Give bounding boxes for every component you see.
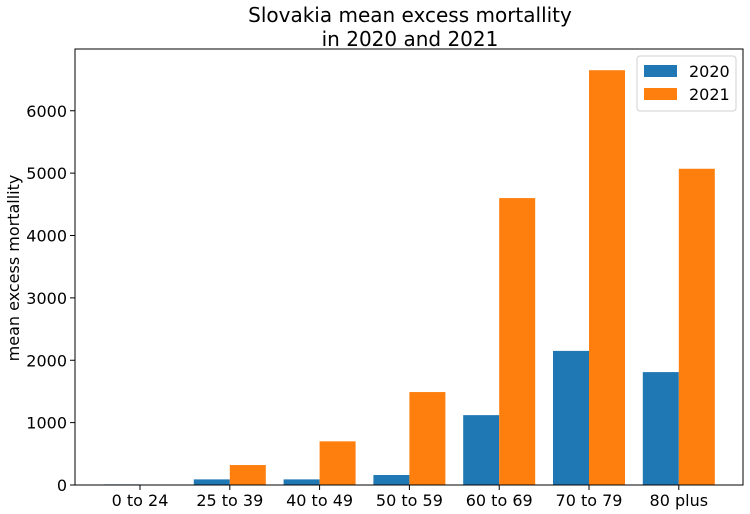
chart-title-line1: Slovakia mean excess mortallity (248, 3, 572, 27)
x-tick-label: 25 to 39 (196, 491, 263, 510)
x-tick-label: 50 to 59 (376, 491, 443, 510)
legend: 2020 2021 (636, 55, 737, 112)
legend-label-2021: 2021 (689, 85, 730, 104)
y-tick-label: 2000 (26, 351, 67, 370)
y-tick-label: 0 (57, 476, 67, 495)
x-ticks-group: 0 to 24 25 to 39 40 to 49 50 to 59 60 to 69 7… (112, 485, 708, 510)
bar-2020-40-to-49 (283, 479, 320, 485)
legend-label-2020: 2020 (689, 62, 730, 81)
x-tick-label: 0 to 24 (112, 491, 169, 510)
bars-group (104, 70, 715, 486)
y-tick-label: 1000 (26, 414, 67, 433)
bar-2020-50-to-59 (373, 475, 410, 485)
bar-2020-80-plus (642, 372, 679, 485)
y-axis-label: mean excess mortallity (4, 175, 23, 362)
x-tick-label: 70 to 79 (556, 491, 623, 510)
bar-2021-50-to-59 (409, 392, 446, 485)
y-tick-label: 6000 (26, 102, 67, 121)
bar-2021-25-to-39 (229, 465, 266, 485)
bar-2021-70-to-79 (589, 70, 625, 486)
bar-2020-70-to-79 (553, 350, 589, 485)
chart-title-line2: in 2020 and 2021 (322, 27, 499, 51)
y-tick-label: 4000 (26, 227, 67, 246)
y-ticks-group: 0 1000 2000 3000 4000 5000 6000 (26, 102, 75, 495)
legend-swatch-2020 (644, 65, 677, 77)
x-tick-label: 60 to 69 (466, 491, 533, 510)
y-tick-label: 5000 (26, 164, 67, 183)
bar-2020-25-to-39 (193, 479, 230, 485)
y-tick-label: 3000 (26, 289, 67, 308)
legend-swatch-2021 (644, 88, 677, 100)
bar-2020-60-to-69 (463, 415, 500, 485)
x-tick-label: 80 plus (650, 491, 709, 510)
bar-2021-60-to-69 (499, 198, 536, 486)
bar-2021-80-plus (678, 168, 715, 486)
bar-2021-40-to-49 (319, 441, 356, 485)
x-tick-label: 40 to 49 (286, 491, 353, 510)
plot-frame (74, 48, 744, 486)
